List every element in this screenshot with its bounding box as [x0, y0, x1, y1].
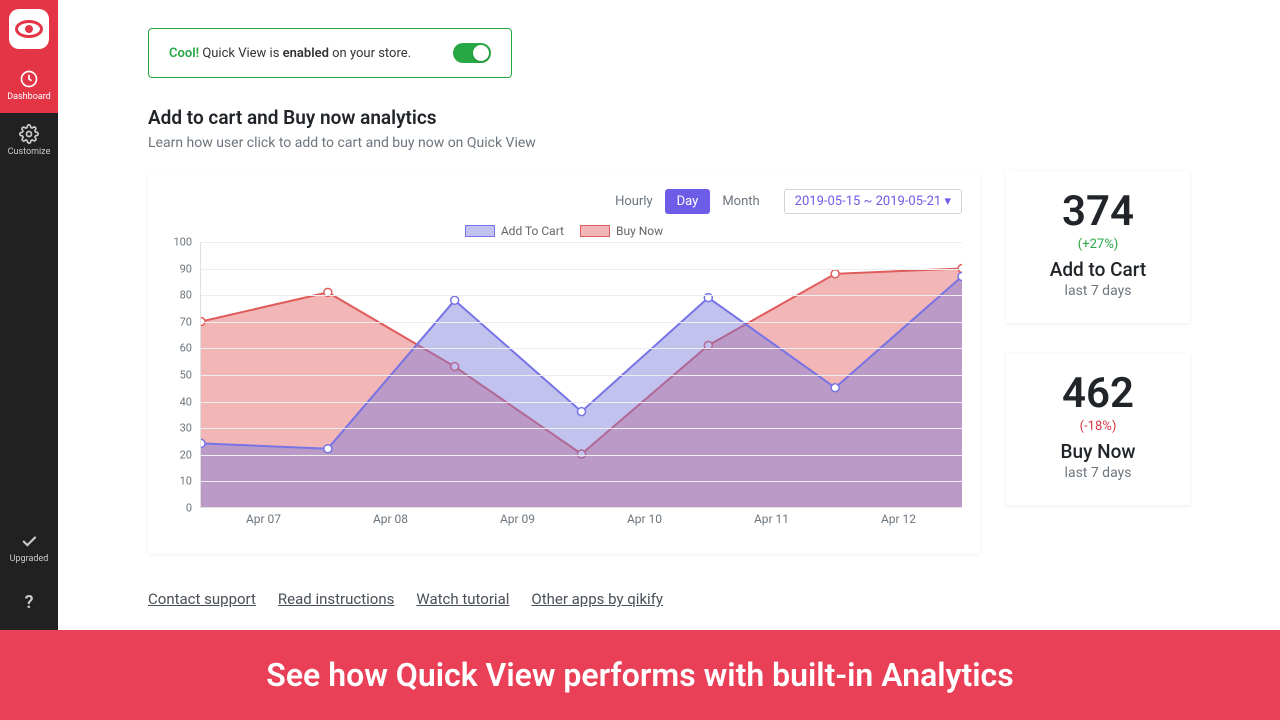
alert-prefix: Quick View is [202, 46, 279, 61]
x-axis: Apr 07Apr 08Apr 09Apr 10Apr 11Apr 12 [200, 512, 962, 526]
y-axis: 0102030405060708090100 [166, 242, 196, 508]
stat-period: last 7 days [1020, 283, 1176, 299]
chart-plot [200, 242, 962, 508]
link-watch-tutorial[interactable]: Watch tutorial [416, 590, 509, 608]
chart-legend: Add To Cart Buy Now [166, 224, 962, 238]
alert-suffix: on your store. [332, 46, 411, 61]
date-range-label: 2019-05-15 ~ 2019-05-21 [795, 194, 942, 209]
chart-area: 0102030405060708090100 Apr 07Apr 08Apr 0… [166, 242, 962, 542]
stat-label: Add to Cart [1020, 258, 1176, 281]
link-read-instructions[interactable]: Read instructions [278, 590, 394, 608]
nav-label: Dashboard [7, 92, 51, 102]
alert-enabled: enabled [283, 46, 329, 61]
help-icon: ? [25, 592, 34, 613]
app-logo [0, 0, 58, 58]
stat-buy-now: 462 (-18%) Buy Now last 7 days [1006, 353, 1190, 505]
alert-text: Cool! Quick View is enabled on your stor… [169, 46, 453, 61]
main: Cool! Quick View is enabled on your stor… [58, 0, 1280, 630]
eye-icon [9, 9, 49, 49]
page-subtitle: Learn how user click to add to cart and … [148, 135, 1190, 151]
legend-swatch [465, 225, 495, 237]
legend-buy-now: Buy Now [580, 224, 663, 238]
time-tabs: Hourly Day Month [603, 189, 772, 214]
link-other-apps[interactable]: Other apps by qikify [531, 590, 663, 608]
nav-customize[interactable]: Customize [0, 113, 58, 168]
gear-icon [19, 124, 39, 144]
date-range-select[interactable]: 2019-05-15 ~ 2019-05-21 ▾ [784, 189, 962, 214]
enable-toggle[interactable] [453, 43, 491, 63]
analytics-chart-card: Hourly Day Month 2019-05-15 ~ 2019-05-21… [148, 171, 980, 554]
status-alert: Cool! Quick View is enabled on your stor… [148, 28, 512, 78]
banner-text: See how Quick View performs with built-i… [266, 656, 1013, 694]
nav-label: Customize [8, 147, 51, 157]
legend-label: Add To Cart [501, 224, 564, 238]
stat-label: Buy Now [1020, 440, 1176, 463]
tab-hourly[interactable]: Hourly [603, 189, 665, 214]
legend-add-to-cart: Add To Cart [465, 224, 564, 238]
tab-month[interactable]: Month [710, 189, 771, 214]
stat-delta: (+27%) [1020, 237, 1176, 252]
nav-dashboard[interactable]: Dashboard [0, 58, 58, 113]
link-contact-support[interactable]: Contact support [148, 590, 256, 608]
chevron-down-icon: ▾ [944, 194, 951, 209]
nav-label: Upgraded [10, 554, 49, 564]
stat-period: last 7 days [1020, 465, 1176, 481]
nav-help[interactable]: ? [0, 575, 58, 630]
footer-links: Contact support Read instructions Watch … [148, 590, 1190, 608]
stat-value: 374 [1020, 191, 1176, 233]
stat-add-to-cart: 374 (+27%) Add to Cart last 7 days [1006, 171, 1190, 323]
stat-value: 462 [1020, 373, 1176, 415]
dashboard-icon [19, 69, 39, 89]
stat-column: 374 (+27%) Add to Cart last 7 days 462 (… [1006, 171, 1190, 554]
legend-swatch [580, 225, 610, 237]
tab-day[interactable]: Day [665, 189, 711, 214]
legend-label: Buy Now [616, 224, 663, 238]
page-title: Add to cart and Buy now analytics [148, 106, 1190, 129]
sidebar: Dashboard Customize Upgraded ? [0, 0, 58, 630]
chart-controls: Hourly Day Month 2019-05-15 ~ 2019-05-21… [166, 189, 962, 214]
stat-delta: (-18%) [1020, 419, 1176, 434]
alert-cool: Cool! [169, 46, 199, 61]
check-icon [19, 531, 39, 551]
promo-banner: See how Quick View performs with built-i… [0, 630, 1280, 720]
nav-upgraded[interactable]: Upgraded [0, 520, 58, 575]
